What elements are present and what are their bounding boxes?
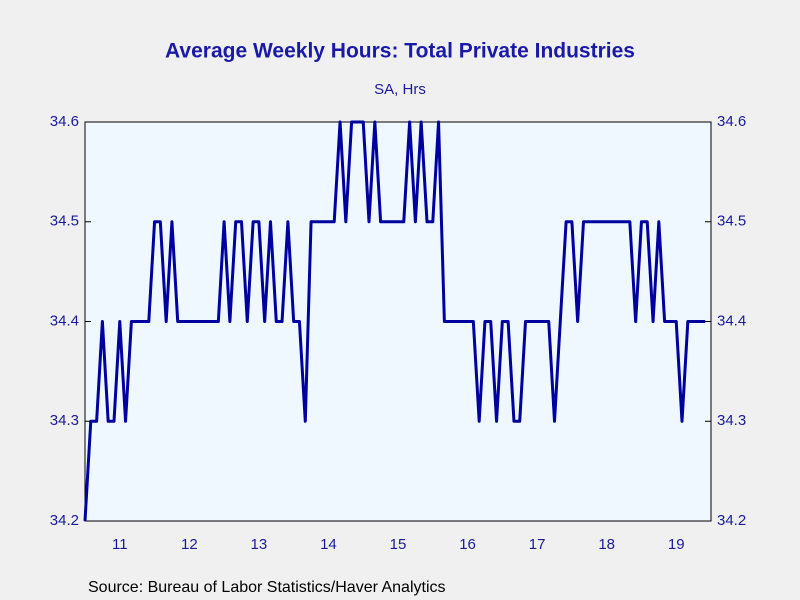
x-tick-label: 11 (112, 536, 128, 553)
y-tick-label: 34.5 (50, 213, 79, 230)
y2-tick-label: 34.2 (717, 512, 746, 529)
y2-tick-label: 34.5 (717, 213, 746, 230)
x-tick-label: 14 (320, 536, 337, 553)
chart-title: Average Weekly Hours: Total Private Indu… (165, 40, 635, 63)
y-tick-label: 34.2 (50, 512, 79, 529)
x-tick-label: 13 (251, 536, 268, 553)
y-tick-label: 34.3 (50, 412, 79, 429)
x-tick-label: 18 (598, 536, 615, 553)
source-note: Source: Bureau of Labor Statistics/Haver… (88, 579, 446, 596)
data-line (83, 120, 706, 522)
y-tick-label: 34.6 (50, 113, 79, 130)
y2-tick-label: 34.6 (717, 113, 746, 130)
x-tick-label: 16 (459, 536, 476, 553)
chart-subtitle: SA, Hrs (374, 81, 426, 98)
y2-tick-label: 34.3 (717, 412, 746, 429)
y2-tick-label: 34.4 (717, 312, 746, 329)
y-tick-label: 34.4 (50, 312, 79, 329)
x-tick-label: 17 (529, 536, 546, 553)
x-tick-label: 19 (668, 536, 685, 553)
x-tick-label: 15 (390, 536, 407, 553)
x-tick-label: 12 (181, 536, 198, 553)
